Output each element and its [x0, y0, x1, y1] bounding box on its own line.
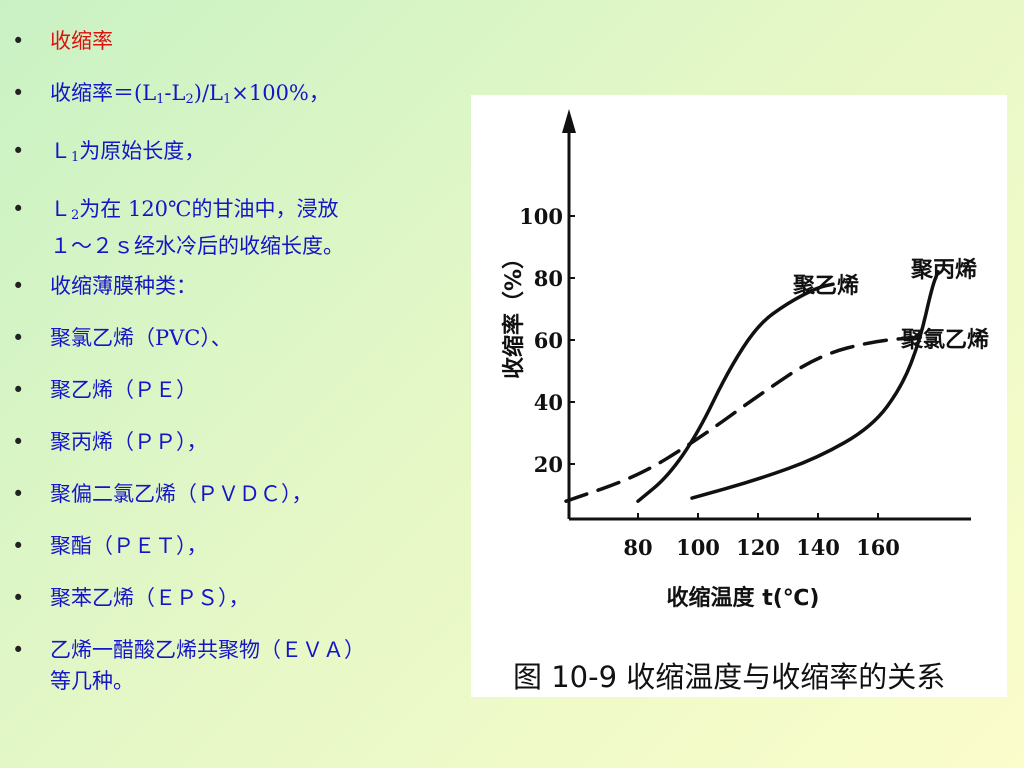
shrinkage-chart: 20 40 60 80 100 80 100 120 140 160 收缩温度 t(℃) 收缩率（%）… [501, 109, 989, 694]
bullet-text: 收缩薄膜种类： [50, 274, 197, 298]
bullet-dot: • [12, 534, 25, 558]
bullet-dot: • [12, 29, 25, 53]
y-tick-label: 40 [534, 390, 563, 415]
formula-text: ×100%， [231, 81, 330, 105]
bullet-dot: • [12, 482, 25, 506]
series-label: 聚丙烯 [910, 257, 977, 283]
formula-text: )/L [193, 81, 223, 105]
bullet-item: • 收缩薄膜种类： [12, 271, 472, 302]
bullet-item: • 收缩率 [12, 26, 472, 57]
series-label: 聚氯乙烯 [900, 327, 989, 353]
bullet-dot: • [12, 638, 25, 662]
bullet-text: 聚酯（ＰＥＴ）， [50, 534, 208, 558]
bullet-item: • Ｌ1为原始长度， [12, 136, 472, 173]
y-tick-label: 100 [519, 204, 563, 229]
bullet-item: • 聚氯乙烯（PVC）、 [12, 323, 472, 354]
bullet-item: • 聚苯乙烯（ＥＰＳ）， [12, 583, 472, 614]
bullet-dot: • [12, 586, 25, 610]
bullet-item: • 收缩率＝(L1-L2)/L1×100%， [12, 78, 472, 115]
bullet-item: • 聚乙烯（ＰＥ） [12, 375, 472, 406]
y-axis-label: 收缩率（%） [501, 247, 527, 379]
bullet-dot: • [12, 197, 25, 221]
y-tick-label: 80 [534, 266, 563, 291]
x-tick-label: 100 [676, 535, 720, 560]
bullet-text: 为原始长度， [79, 139, 206, 163]
subscript: 1 [222, 92, 232, 107]
subscript: 1 [71, 150, 80, 165]
bullet-text: 收缩率 [50, 29, 113, 53]
y-tick-label: 60 [534, 328, 563, 353]
subscript: 2 [185, 92, 194, 107]
x-tick-label: 120 [736, 535, 780, 560]
formula-text: -L [164, 81, 186, 105]
x-axis-label: 收缩温度 t(℃) [667, 585, 820, 611]
bullet-prefix: Ｌ [50, 197, 71, 221]
figure-caption: 图 10-9 收缩温度与收缩率的关系 [513, 660, 945, 694]
bullet-text: 聚丙烯（ＰＰ）， [50, 430, 208, 454]
bullet-item: • 聚丙烯（ＰＰ）， [12, 427, 472, 458]
x-tick-label: 160 [856, 535, 900, 560]
bullet-dot: • [12, 430, 25, 454]
series-line [636, 282, 835, 503]
bullet-dot: • [12, 378, 25, 402]
bullet-text: 乙烯一醋酸乙烯共聚物（ＥＶＡ） [50, 638, 365, 662]
bullet-text: 聚苯乙烯（ＥＰＳ）， [50, 586, 250, 610]
bullet-text-line2: 等几种。 [50, 669, 134, 693]
y-tick-label: 20 [534, 452, 563, 477]
bullet-text: 为在 120℃的甘油中，浸放 [79, 197, 339, 221]
bullet-text: 聚偏二氯乙烯（ＰＶＤＣ）， [50, 482, 313, 506]
bullet-dot: • [12, 274, 25, 298]
formula-text: 收缩率＝(L [50, 81, 157, 105]
shrinkage-figure: 20 40 60 80 100 80 100 120 140 160 收缩温度 t(℃) 收缩率（%）… [471, 95, 1007, 697]
y-axis-arrow [562, 109, 576, 133]
bullet-text: 聚氯乙烯（PVC）、 [50, 326, 232, 350]
series-label: 聚乙烯 [792, 273, 859, 299]
bullet-dot: • [12, 326, 25, 350]
bullet-item: • 聚偏二氯乙烯（ＰＶＤＣ）， [12, 479, 472, 510]
bullet-item: • 乙烯一醋酸乙烯共聚物（ＥＶＡ） 等几种。 [12, 635, 472, 697]
bullet-text-line2: １～２ｓ经水冷后的收缩长度。 [50, 234, 344, 258]
subscript: 1 [156, 92, 165, 107]
bullet-text: 聚乙烯（ＰＥ） [50, 378, 197, 402]
series-line [564, 335, 934, 503]
x-tick-label: 140 [796, 535, 840, 560]
bullet-dot: • [12, 81, 25, 105]
x-tick-label: 80 [623, 535, 652, 560]
series-line [690, 270, 940, 500]
bullet-item: • Ｌ2为在 120℃的甘油中，浸放 １～２ｓ经水冷后的收缩长度。 [12, 194, 472, 262]
subscript: 2 [71, 208, 80, 223]
bullet-dot: • [12, 139, 25, 163]
bullet-item: • 聚酯（ＰＥＴ）， [12, 531, 472, 562]
bullet-prefix: Ｌ [50, 139, 71, 163]
bullet-list: • 收缩率 • 收缩率＝(L1-L2)/L1×100%， • Ｌ1为原始长度， • Ｌ2为在 … [12, 26, 472, 706]
